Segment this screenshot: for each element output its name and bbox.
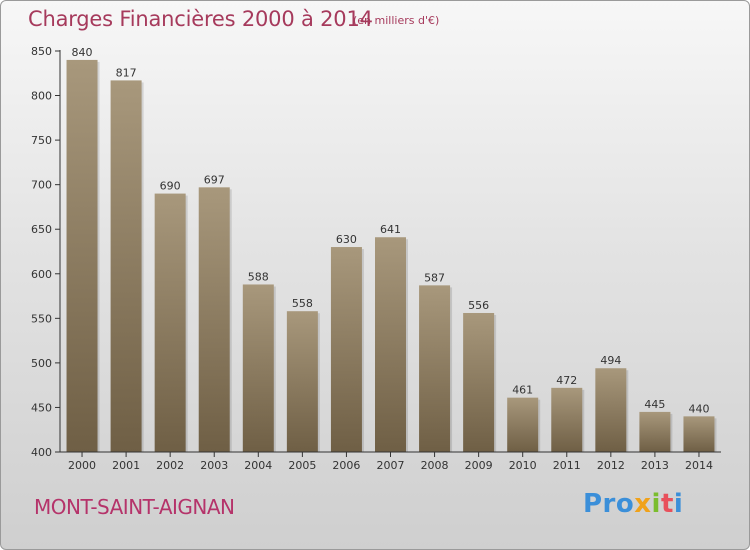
bar-value-label: 697 xyxy=(204,173,225,186)
bar-value-label: 445 xyxy=(644,398,665,411)
bar xyxy=(154,193,186,453)
chart-subtitle: (en milliers d'€) xyxy=(353,14,440,27)
x-tick-label: 2006 xyxy=(332,459,360,472)
bar xyxy=(110,80,142,452)
bar xyxy=(507,397,539,452)
bar-value-label: 587 xyxy=(424,271,445,284)
bar xyxy=(330,247,362,452)
logo-part: x xyxy=(634,489,652,519)
x-tick-label: 2008 xyxy=(421,459,449,472)
bar-value-label: 556 xyxy=(468,299,489,312)
bar xyxy=(66,59,98,453)
bar-value-label: 440 xyxy=(688,402,709,415)
y-tick-label: 650 xyxy=(31,223,52,236)
x-tick-label: 2013 xyxy=(641,459,669,472)
bar-value-label: 494 xyxy=(600,354,621,367)
x-tick-label: 2011 xyxy=(553,459,581,472)
proxiti-logo: Proxiti xyxy=(583,489,683,519)
bar xyxy=(286,311,318,452)
chart-title: Charges Financières 2000 à 2014 xyxy=(28,7,373,31)
axes-group: 400 450 500 550 600 650 700 750 800 850 2000 2001 20… xyxy=(31,45,721,472)
x-tick-label: 2002 xyxy=(156,459,184,472)
logo-part: i xyxy=(673,489,684,519)
bar xyxy=(242,284,274,452)
y-tick-label: 850 xyxy=(31,45,52,58)
bar xyxy=(419,285,451,452)
x-tick-label: 2004 xyxy=(244,459,272,472)
bar-value-label: 588 xyxy=(248,270,269,283)
bar-value-label: 641 xyxy=(380,223,401,236)
bar-value-label: 630 xyxy=(336,233,357,246)
bar-value-label: 690 xyxy=(160,180,181,193)
bar-value-label: 817 xyxy=(116,66,137,79)
y-tick-label: 400 xyxy=(31,446,52,459)
bar-value-label: 558 xyxy=(292,297,313,310)
x-tick-label: 2000 xyxy=(68,459,96,472)
commune-name: MONT-SAINT-AIGNAN xyxy=(34,495,235,519)
x-tick-label: 2005 xyxy=(288,459,316,472)
x-tick-label: 2012 xyxy=(597,459,625,472)
y-tick-label: 500 xyxy=(31,357,52,370)
logo-part: i xyxy=(651,489,661,519)
bar-value-label: 461 xyxy=(512,384,533,397)
y-tick-label: 700 xyxy=(31,179,52,192)
y-tick-label: 800 xyxy=(31,90,52,103)
x-tick-label: 2001 xyxy=(112,459,140,472)
bar xyxy=(551,387,583,452)
x-tick-label: 2010 xyxy=(509,459,537,472)
bar xyxy=(198,187,230,452)
bar-value-label: 840 xyxy=(72,46,93,59)
bar xyxy=(375,237,406,452)
y-tick-label: 600 xyxy=(31,268,52,281)
bar xyxy=(463,312,495,452)
x-tick-label: 2009 xyxy=(465,459,493,472)
bar xyxy=(683,416,715,452)
bar xyxy=(595,368,627,452)
x-tick-label: 2007 xyxy=(377,459,405,472)
logo-part: Pro xyxy=(583,489,635,519)
bars-group: 840 817 690 697 588 558 630 641 587 556 461 472 494 4… xyxy=(66,46,717,453)
bar xyxy=(639,411,671,452)
y-tick-label: 450 xyxy=(31,401,52,414)
y-tick-label: 750 xyxy=(31,134,52,147)
y-tick-label: 550 xyxy=(31,312,52,325)
bar-value-label: 472 xyxy=(556,374,577,387)
x-tick-label: 2014 xyxy=(685,459,713,472)
logo-part: t xyxy=(660,489,674,519)
x-tick-label: 2003 xyxy=(200,459,228,472)
